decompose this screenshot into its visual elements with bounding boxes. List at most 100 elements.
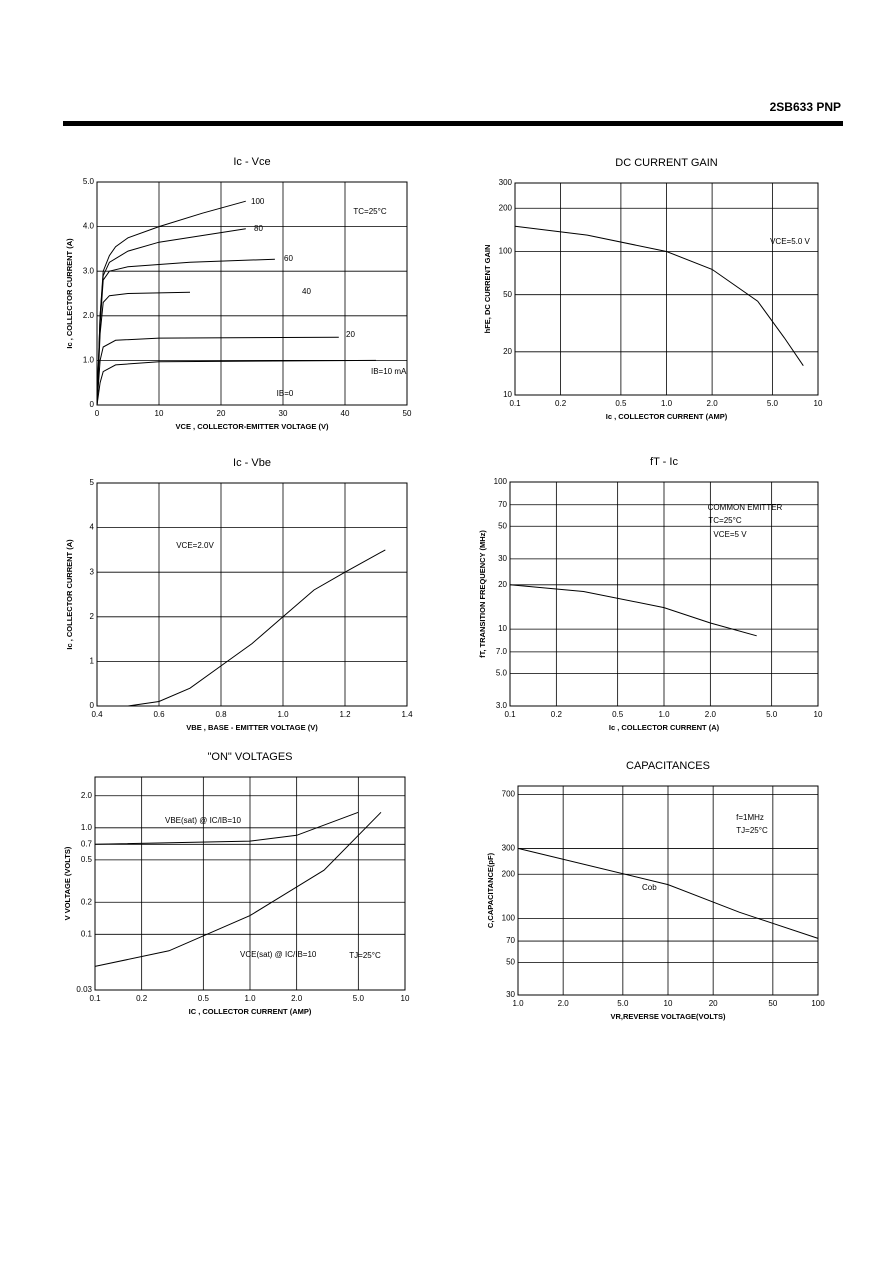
y-axis-label: hFE, DC CURRENT GAIN — [483, 245, 492, 334]
annotation: VCE=5 V — [713, 530, 747, 539]
x-tick-label: 5.0 — [766, 710, 778, 719]
x-tick-label: 1.0 — [244, 994, 256, 1003]
y-tick-label: 0.1 — [81, 929, 93, 938]
curve — [96, 291, 191, 406]
chart-title: fT - Ic — [650, 456, 678, 468]
y-tick-label: 300 — [502, 844, 516, 853]
x-tick-label: 0.1 — [504, 710, 516, 719]
y-axis-label: V VOLTAGE (VOLTS) — [63, 846, 72, 920]
curve — [94, 811, 382, 967]
y-tick-label: 30 — [498, 554, 507, 563]
x-tick-label: 100 — [811, 999, 825, 1008]
x-tick-label: 20 — [709, 999, 718, 1008]
x-tick-label: 2.0 — [707, 399, 719, 408]
chart-title: Ic - Vbe — [233, 457, 271, 469]
x-tick-label: 0.1 — [509, 399, 521, 408]
curve-label: Cob — [642, 883, 657, 892]
curve-label: IB=10 mA — [371, 367, 407, 376]
chart-title: "ON" VOLTAGES — [207, 751, 292, 763]
y-tick-label: 20 — [503, 347, 512, 356]
y-tick-label: 4.0 — [83, 222, 95, 231]
x-tick-label: 10 — [155, 409, 164, 418]
y-tick-label: 1.0 — [81, 823, 93, 832]
y-tick-label: 30 — [506, 990, 515, 999]
x-tick-label: 30 — [279, 409, 288, 418]
plot-frame — [96, 482, 408, 707]
y-tick-label: 2 — [90, 612, 95, 621]
x-axis-label: Ic , COLLECTOR CURRENT (AMP) — [606, 412, 728, 421]
y-tick-label: 0.03 — [76, 985, 92, 994]
curve-label: 80 — [254, 224, 263, 233]
curve-label: 100 — [251, 197, 265, 206]
x-tick-label: 20 — [217, 409, 226, 418]
annotation: TC=25°C — [353, 207, 386, 216]
curve-label: 60 — [284, 254, 293, 263]
y-tick-label: 70 — [498, 500, 507, 509]
curve-label: 40 — [302, 287, 311, 296]
x-tick-label: 0.2 — [555, 399, 567, 408]
x-tick-label: 0.5 — [612, 710, 624, 719]
x-tick-label: 2.0 — [291, 994, 303, 1003]
y-tick-label: 50 — [503, 290, 512, 299]
y-tick-label: 1.0 — [83, 356, 95, 365]
y-tick-label: 3.0 — [496, 701, 508, 710]
curve — [94, 811, 359, 845]
y-tick-label: 0 — [90, 701, 95, 710]
y-tick-label: 3 — [90, 567, 95, 576]
y-tick-label: 2.0 — [83, 311, 95, 320]
curve-label: VBE(sat) @ IC/IB=10 — [165, 816, 241, 825]
x-tick-label: 50 — [403, 409, 412, 418]
x-tick-label: 2.0 — [558, 999, 570, 1008]
y-tick-label: 5 — [90, 478, 95, 487]
x-tick-label: 2.0 — [705, 710, 717, 719]
y-tick-label: 100 — [499, 247, 513, 256]
annotation: COMMON EMITTER — [708, 503, 783, 512]
y-tick-label: 3.0 — [83, 266, 95, 275]
header-title: 2SB633 PNP — [770, 100, 841, 114]
curve — [96, 258, 275, 406]
chart-title: CAPACITANCES — [626, 760, 710, 772]
annotation: f=1MHz — [736, 813, 764, 822]
y-tick-label: 100 — [494, 477, 508, 486]
x-tick-label: 5.0 — [617, 999, 629, 1008]
x-tick-label: 5.0 — [767, 399, 779, 408]
annotation: TC=25°C — [708, 516, 741, 525]
x-tick-label: 1.2 — [339, 710, 351, 719]
curve — [96, 336, 339, 406]
y-tick-label: 10 — [498, 624, 507, 633]
y-tick-label: 70 — [506, 936, 515, 945]
x-tick-label: 0.8 — [215, 710, 227, 719]
y-tick-label: 20 — [498, 580, 507, 589]
x-tick-label: 0.4 — [91, 710, 103, 719]
curve-label: 20 — [346, 330, 355, 339]
x-tick-label: 1.0 — [658, 710, 670, 719]
x-tick-label: 0.6 — [153, 710, 165, 719]
annotation: VCE=2.0V — [176, 541, 214, 550]
curve — [517, 847, 819, 939]
x-tick-label: 0.5 — [615, 399, 627, 408]
chart-title: DC CURRENT GAIN — [615, 157, 718, 169]
y-axis-label: Ic , COLLECTOR CURRENT (A) — [65, 539, 74, 650]
x-axis-label: VR,REVERSE VOLTAGE(VOLTS) — [610, 1012, 726, 1021]
x-tick-label: 5.0 — [353, 994, 365, 1003]
curve — [96, 359, 377, 406]
x-tick-label: 50 — [768, 999, 777, 1008]
x-axis-label: IC , COLLECTOR CURRENT (AMP) — [189, 1007, 312, 1016]
y-tick-label: 2.0 — [81, 791, 93, 800]
x-tick-label: 0.2 — [136, 994, 148, 1003]
y-tick-label: 50 — [506, 958, 515, 967]
annotation: VCE=5.0 V — [770, 237, 810, 246]
x-tick-label: 0 — [95, 409, 100, 418]
y-tick-label: 200 — [502, 869, 516, 878]
x-tick-label: 10 — [401, 994, 410, 1003]
y-tick-label: 0.5 — [81, 855, 93, 864]
annotation: IB=0 — [277, 389, 294, 398]
x-axis-label: VBE , BASE - EMITTER VOLTAGE (V) — [186, 723, 318, 732]
y-tick-label: 700 — [502, 790, 516, 799]
x-tick-label: 10 — [664, 999, 673, 1008]
chart-title: Ic - Vce — [233, 156, 270, 168]
x-axis-label: VCE , COLLECTOR-EMITTER VOLTAGE (V) — [176, 422, 329, 431]
y-axis-label: Ic , COLLECTOR CURRENT (A) — [65, 238, 74, 349]
x-tick-label: 1.4 — [401, 710, 413, 719]
